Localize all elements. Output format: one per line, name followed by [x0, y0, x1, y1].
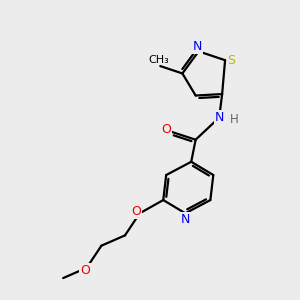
Text: O: O	[161, 123, 171, 136]
Text: S: S	[228, 54, 236, 67]
Text: H: H	[230, 112, 239, 126]
Text: N: N	[181, 213, 190, 226]
Text: CH₃: CH₃	[148, 55, 169, 64]
Text: O: O	[80, 264, 90, 277]
Text: N: N	[192, 40, 202, 52]
Text: N: N	[215, 111, 224, 124]
Text: O: O	[131, 205, 141, 218]
